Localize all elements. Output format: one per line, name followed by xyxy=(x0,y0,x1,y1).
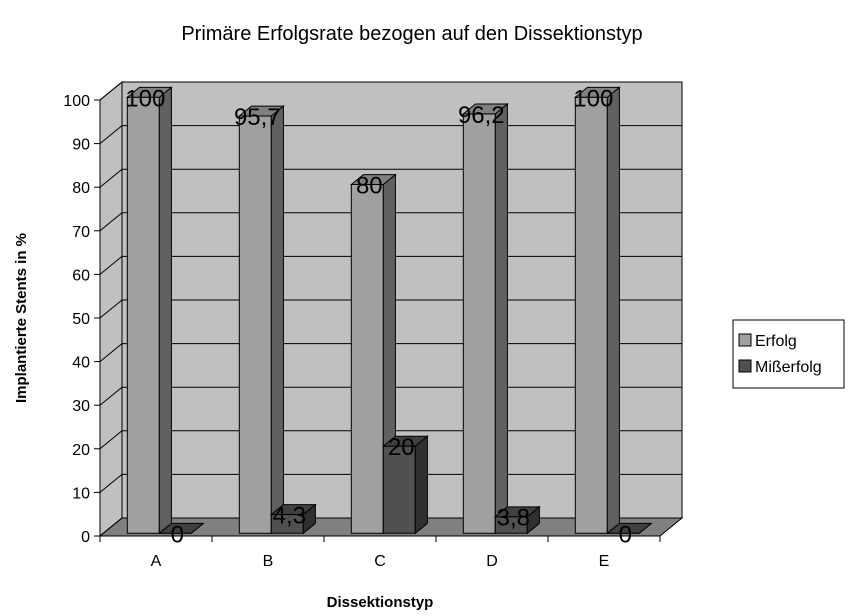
y-axis-label: Implantierte Stents in % xyxy=(13,233,30,403)
x-tick-label: D xyxy=(486,553,498,570)
y-tick-label: 50 xyxy=(72,311,90,328)
grid-line xyxy=(99,81,682,101)
data-label: 20 xyxy=(388,434,415,461)
data-label: 0 xyxy=(171,521,184,548)
y-tick-label: 90 xyxy=(72,137,90,154)
y-tick-label: 0 xyxy=(81,529,90,546)
bar-front xyxy=(462,113,496,534)
data-label: 100 xyxy=(573,85,613,112)
bar-front xyxy=(574,96,608,534)
data-label: 100 xyxy=(125,85,165,112)
data-label: 4,3 xyxy=(273,503,306,530)
bar xyxy=(605,522,653,534)
legend-label: Mißerfolg xyxy=(755,359,822,376)
bar-top xyxy=(269,504,317,516)
data-label: 95,7 xyxy=(234,104,281,131)
bar xyxy=(269,503,317,535)
bar-top xyxy=(237,105,285,117)
bar-top xyxy=(493,506,541,518)
bar xyxy=(493,505,541,535)
bar-top xyxy=(573,86,621,98)
data-label: 96,2 xyxy=(458,102,505,129)
legend-box xyxy=(732,319,845,389)
bar-side xyxy=(158,86,172,535)
bar-top xyxy=(349,174,397,185)
bar-front xyxy=(126,96,160,534)
bar xyxy=(237,105,285,535)
x-tick-label: E xyxy=(599,553,610,570)
data-label: 3,8 xyxy=(497,505,530,532)
bar xyxy=(125,86,173,535)
data-label: 0 xyxy=(619,521,632,548)
x-tick-label: A xyxy=(151,553,162,570)
bar-front xyxy=(350,184,384,534)
bar-top xyxy=(125,86,173,98)
y-tick-label: 80 xyxy=(72,180,90,197)
data-label: 80 xyxy=(356,173,383,200)
bar xyxy=(381,435,429,535)
bar-side xyxy=(414,435,428,535)
x-tick-label: C xyxy=(374,553,386,570)
bar-top xyxy=(157,522,205,534)
x-axis-label: Dissektionstyp xyxy=(327,594,434,611)
bar xyxy=(157,522,205,534)
bar-top xyxy=(381,435,429,447)
y-tick-label: 10 xyxy=(72,485,90,502)
y-tick-label: 100 xyxy=(63,93,90,110)
legend-swatch xyxy=(738,359,752,373)
y-tick-label: 70 xyxy=(72,224,90,241)
x-tick-label: B xyxy=(263,553,274,570)
y-tick-label: 20 xyxy=(72,442,90,459)
bar-front xyxy=(238,115,272,534)
bar-side xyxy=(270,105,284,535)
bar xyxy=(573,86,621,535)
bar-side xyxy=(494,102,508,535)
bar-top xyxy=(461,103,509,115)
y-tick-label: 40 xyxy=(72,355,90,372)
legend-swatch xyxy=(738,333,752,347)
bar-side xyxy=(606,86,620,535)
legend-label: Erfolg xyxy=(755,333,797,350)
y-tick-label: 30 xyxy=(72,398,90,415)
y-tick-label: 60 xyxy=(72,267,90,284)
bar-top xyxy=(605,522,653,534)
chart-title: Primäre Erfolgsrate bezogen auf den Diss… xyxy=(181,23,642,45)
bar xyxy=(461,102,509,535)
